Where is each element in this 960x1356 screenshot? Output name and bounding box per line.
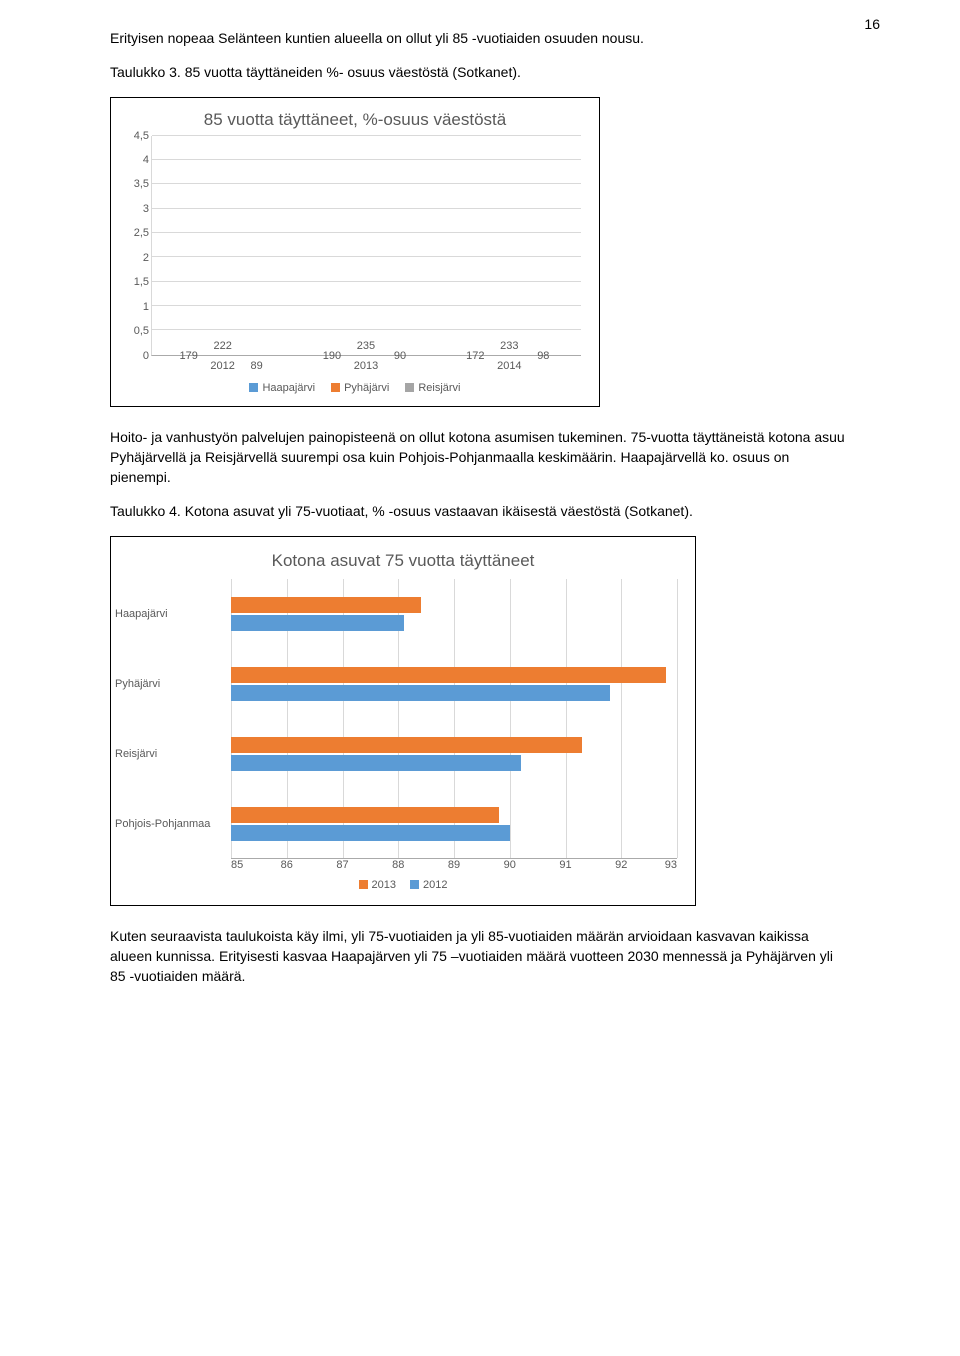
legend-swatch — [410, 880, 419, 889]
chart1-bar-label: 222 — [213, 340, 231, 352]
chart1-ytick: 2 — [143, 252, 149, 264]
chart1-bar-label: 233 — [500, 340, 518, 352]
chart1-plot-area: 00,511,522,533,544,5 1792228919023590172… — [151, 136, 581, 356]
chart2-bar — [231, 825, 510, 841]
chart1-xcat: 2012 — [210, 356, 234, 376]
chart2-bar — [231, 667, 666, 683]
page-number: 16 — [864, 16, 880, 32]
chart2-xtick: 88 — [370, 859, 426, 871]
chart1-ytick: 1,5 — [134, 276, 149, 288]
chart1-legend-item: Pyhäjärvi — [331, 382, 389, 394]
intro-paragraph: Erityisen nopeaa Selänteen kuntien aluee… — [110, 28, 850, 48]
chart-home-75: Kotona asuvat 75 vuotta täyttäneet Haapa… — [110, 536, 696, 906]
table4-caption: Taulukko 4. Kotona asuvat yli 75-vuotiaa… — [110, 501, 850, 521]
chart1-legend-item: Reisjärvi — [405, 382, 460, 394]
chart2-category-label: Haapajärvi — [115, 608, 168, 620]
legend-label: 2012 — [423, 879, 447, 891]
legend-label: Reisjärvi — [418, 382, 460, 394]
chart2-bar — [231, 597, 421, 613]
chart1-legend: Haapajärvi Pyhäjärvi Reisjärvi — [111, 376, 599, 406]
chart-85-over: 85 vuotta täyttäneet, %-osuus väestöstä … — [110, 97, 600, 407]
chart1-ytick: 3 — [143, 203, 149, 215]
chart1-bar-label: 235 — [357, 340, 375, 352]
chart1-bar-label: 89 — [251, 360, 263, 372]
legend-swatch — [331, 383, 340, 392]
chart1-bar-label: 190 — [323, 350, 341, 362]
legend-swatch — [405, 383, 414, 392]
chart1-legend-item: Haapajärvi — [249, 382, 315, 394]
chart2-bar — [231, 807, 499, 823]
chart1-ytick: 4 — [143, 154, 149, 166]
chart1-xcat: 2013 — [354, 356, 378, 376]
mid-paragraph: Hoito- ja vanhustyön palvelujen painopis… — [110, 427, 850, 488]
chart2-legend: 2013 2012 — [111, 871, 695, 905]
chart2-bar — [231, 755, 521, 771]
chart2-bar — [231, 737, 582, 753]
chart2-xtick: 89 — [426, 859, 482, 871]
legend-swatch — [359, 880, 368, 889]
chart1-xcat: 2014 — [497, 356, 521, 376]
legend-label: Haapajärvi — [262, 382, 315, 394]
chart1-bar-label: 179 — [179, 350, 197, 362]
chart2-legend-item: 2012 — [410, 879, 447, 891]
chart2-xtick: 91 — [538, 859, 594, 871]
chart2-category-label: Pyhäjärvi — [115, 678, 160, 690]
legend-label: 2013 — [372, 879, 396, 891]
chart1-title: 85 vuotta täyttäneet, %-osuus väestöstä — [111, 98, 599, 136]
chart2-xtick: 87 — [315, 859, 371, 871]
legend-label: Pyhäjärvi — [344, 382, 389, 394]
chart2-xtick: 93 — [649, 859, 677, 871]
chart2-plot-area: HaapajärviPyhäjärviReisjärviPohjois-Pohj… — [231, 579, 677, 859]
chart1-ytick: 4,5 — [134, 130, 149, 142]
chart1-ytick: 0,5 — [134, 325, 149, 337]
chart1-ytick: 1 — [143, 301, 149, 313]
chart2-xtick: 85 — [231, 859, 259, 871]
foot-paragraph: Kuten seuraavista taulukoista käy ilmi, … — [110, 926, 850, 987]
table3-caption: Taulukko 3. 85 vuotta täyttäneiden %- os… — [110, 62, 850, 82]
chart1-ytick: 0 — [143, 350, 149, 362]
chart2-xtick: 90 — [482, 859, 538, 871]
chart2-bar — [231, 685, 610, 701]
chart2-legend-item: 2013 — [359, 879, 396, 891]
chart2-category-label: Reisjärvi — [115, 748, 157, 760]
chart1-ytick: 3,5 — [134, 178, 149, 190]
chart2-title: Kotona asuvat 75 vuotta täyttäneet — [111, 537, 695, 579]
legend-swatch — [249, 383, 258, 392]
chart2-xtick: 86 — [259, 859, 315, 871]
chart1-bar-label: 172 — [466, 350, 484, 362]
chart1-ytick: 2,5 — [134, 227, 149, 239]
chart1-bar-label: 90 — [394, 350, 406, 362]
chart2-category-label: Pohjois-Pohjanmaa — [115, 818, 210, 830]
chart1-bar-label: 98 — [537, 350, 549, 362]
chart2-xtick: 92 — [593, 859, 649, 871]
chart2-bar — [231, 615, 404, 631]
